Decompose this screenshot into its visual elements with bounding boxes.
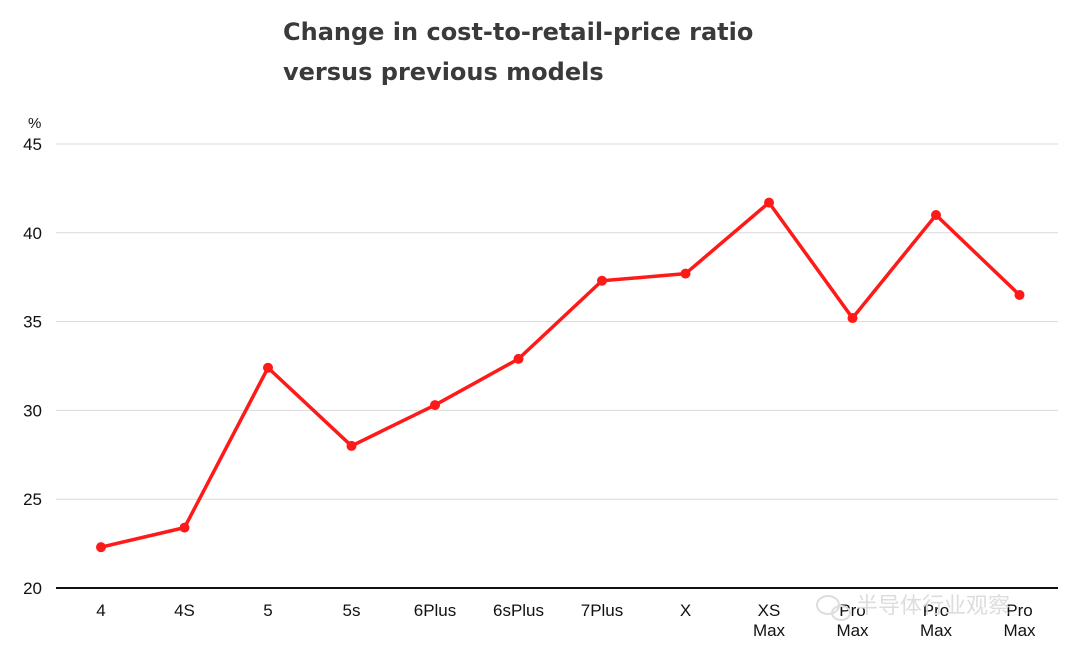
data-point (263, 362, 273, 373)
axes: 20 25 30 35 40 45 (23, 135, 1058, 598)
x-tick-label: 6sPlus (493, 601, 544, 620)
y-tick-label: 45 (23, 135, 42, 154)
data-point (346, 440, 357, 451)
x-tick-label: 6Plus (414, 601, 457, 620)
y-tick-label: 35 (23, 313, 42, 332)
y-tick-label: 20 (23, 579, 42, 598)
data-point (764, 197, 774, 208)
x-axis-labels: 4 4S 5 5s 6Plus 6sPlus 7Plus X XSMaxProMaxProMax… (96, 601, 1036, 640)
data-point (1014, 289, 1025, 300)
data-point (179, 522, 190, 533)
series (96, 197, 1025, 553)
x-tick-label: Max (920, 621, 953, 640)
chart-title-line-2: versus previous models (283, 58, 604, 86)
chart-title: Change in cost-to-retail-price ratio ver… (283, 12, 753, 92)
data-point (597, 275, 607, 286)
data-point (847, 313, 858, 324)
data-point (931, 210, 941, 221)
x-tick-label: Pro (1006, 601, 1032, 620)
y-axis-unit-label: % (28, 115, 41, 132)
watermark: 半导体行业观察 (816, 593, 1010, 621)
y-tick-label: 30 (23, 401, 42, 420)
data-point (96, 542, 106, 553)
watermark-text: 半导体行业观察 (856, 593, 1010, 618)
x-tick-label: Max (836, 621, 869, 640)
data-point (430, 400, 440, 411)
y-tick-label: 40 (23, 224, 42, 243)
y-tick-label: 25 (23, 490, 42, 509)
x-tick-label: 4 (96, 601, 105, 620)
x-tick-label: Max (1003, 621, 1036, 640)
x-tick-label: 5s (343, 601, 361, 620)
x-tick-label: X (680, 601, 691, 620)
x-tick-label: Max (753, 621, 786, 640)
chart-title-line-1: Change in cost-to-retail-price ratio (283, 18, 754, 46)
data-point (680, 268, 691, 279)
series-line (100, 200, 1021, 549)
data-point (513, 353, 524, 364)
x-tick-label: XS (758, 601, 781, 620)
wechat-icon (816, 595, 851, 621)
x-tick-label: Pro (839, 601, 865, 620)
x-tick-label: 7Plus (581, 601, 624, 620)
x-tick-label: Pro (923, 601, 949, 620)
x-tick-label: 5 (263, 601, 272, 620)
x-tick-label: 4S (174, 601, 195, 620)
